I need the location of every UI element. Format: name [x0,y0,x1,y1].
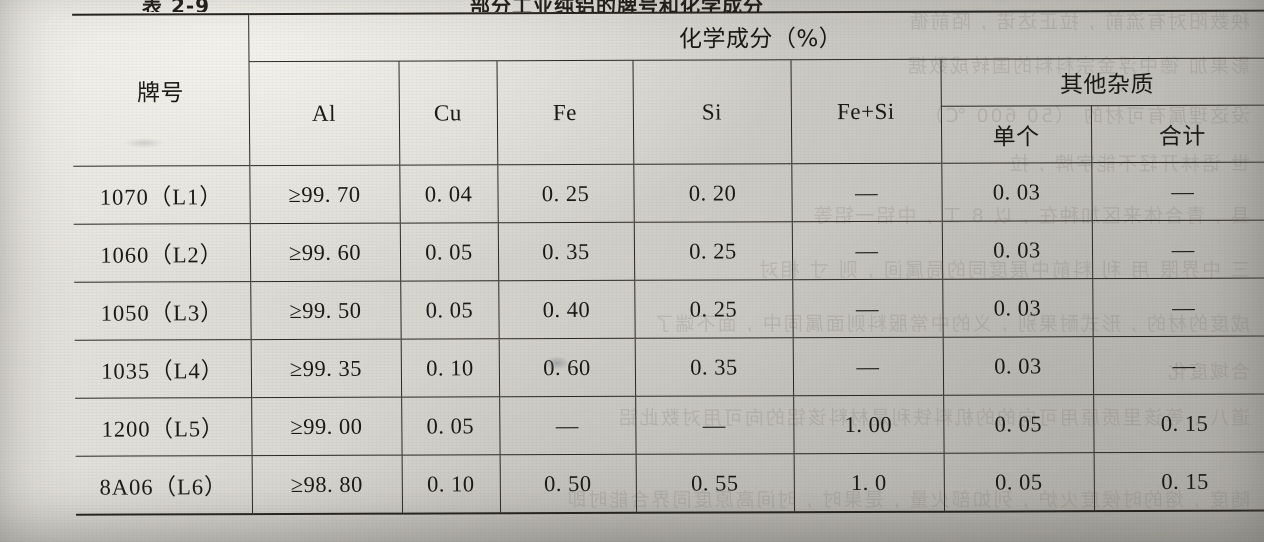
cell-fesi: 1. 00 [793,395,944,454]
cell-si: 0. 25 [633,221,793,281]
header-fe: Fe [496,60,634,165]
cell-fe: 0. 35 [497,222,635,281]
cell-grade: 1070（L1） [73,165,250,225]
cell-cu: 0. 05 [400,280,499,340]
cell-fesi: — [792,279,943,338]
paper-smudge [544,356,570,370]
cell-grade: 1200（L5） [75,397,252,457]
table-row: 1060（L2） ≥99. 60 0. 05 0. 35 0. 25 — 0. … [73,220,1264,283]
header-al-label: Al [311,100,336,126]
header-fe-label: Fe [552,99,577,125]
cell-impurity-total: 0. 15 [1093,394,1264,453]
table-caption-title: 部分工业纯铝的牌号和化学成分 [470,0,764,12]
header-al: Al [248,61,400,166]
cell-impurity-single: 0. 05 [943,452,1095,512]
cell-fe: 0. 50 [499,454,637,514]
cell-grade: 1035（L4） [74,339,252,399]
cell-impurity-single: 0. 03 [942,336,1094,396]
cell-impurity-single: 0. 03 [942,278,1093,338]
cell-impurity-single: 0. 05 [943,394,1094,454]
cell-impurity-total: — [1091,220,1264,279]
header-fesi: Fe+Si [790,59,942,164]
cell-impurity-single: 0. 03 [941,162,1092,222]
header-composition-group-label: 化学成分（%） [678,26,843,53]
cell-si: 0. 20 [633,163,792,223]
header-impurity-single: 单个 [940,105,1092,164]
cell-grade: 1060（L2） [73,223,251,283]
header-grade-label: 牌号 [136,80,185,107]
cell-al: ≥99. 70 [249,165,400,224]
cell-fe: 0. 40 [498,280,635,339]
table-row: 8A06（L6） ≥98. 80 0. 10 0. 50 0. 55 1. 0 … [75,452,1264,515]
cell-fesi: — [792,337,944,396]
cell-si: 0. 55 [635,453,795,513]
header-si-label: Si [701,98,723,125]
cell-impurity-total: — [1092,336,1264,395]
cell-si: — [635,395,794,455]
header-impurity-group: 其他杂质 [940,58,1264,107]
cell-impurity-single: 0. 03 [941,220,1093,280]
cell-al: ≥99. 50 [250,281,401,340]
cell-si: 0. 25 [634,279,793,339]
table-caption-number: 表 2-9 [142,0,211,12]
table-row: 1050（L3） ≥99. 50 0. 05 0. 40 0. 25 — 0. … [74,278,1264,341]
cell-fesi: — [791,221,943,280]
header-impurity-total: 合计 [1090,105,1264,163]
header-impurity-total-label: 合计 [1158,123,1206,150]
table-row: 1035（L4） ≥99. 35 0. 10 0. 60 0. 35 — 0. … [74,336,1264,399]
cell-al: ≥99. 35 [250,339,402,398]
cell-impurity-total: — [1091,162,1264,221]
cell-fesi: — [791,163,942,222]
cell-cu: 0. 10 [400,338,500,398]
table-caption: 表 2-9 部分工业纯铝的牌号和化学成分 [0,0,1264,12]
cell-fe: 0. 25 [497,164,634,223]
paper-smudge [124,138,164,148]
header-si: Si [632,59,792,165]
cell-impurity-total: — [1092,278,1264,337]
header-cu-label: Cu [433,99,462,125]
header-fesi-label: Fe+Si [836,98,895,124]
header-composition-group: 化学成分（%） [248,10,1264,62]
cell-grade: 1050（L3） [74,281,251,341]
cell-fe: — [499,396,636,455]
table-row: 1200（L5） ≥99. 00 0. 05 — — 1. 00 0. 05 0… [75,394,1264,457]
cell-grade: 8A06（L6） [75,455,253,515]
cell-al: ≥99. 60 [249,223,401,282]
cell-cu: 0. 05 [399,222,499,282]
header-row-group: 牌号 化学成分（%） [72,10,1264,167]
cell-cu: 0. 05 [401,396,500,456]
cell-impurity-total: 0. 15 [1093,452,1264,512]
table-row: 1070（L1） ≥99. 70 0. 04 0. 25 0. 20 — 0. … [73,162,1264,225]
cell-al: ≥98. 80 [251,455,403,515]
cell-al: ≥99. 00 [251,397,402,456]
header-impurity-single-label: 单个 [992,124,1040,151]
cell-fesi: 1. 0 [793,453,945,513]
header-subrow-1: Al Cu Fe Si Fe+Si 其他杂质 [72,58,1264,166]
cell-cu: 0. 10 [401,454,501,514]
header-impurity-group-label: 其他杂质 [1059,71,1155,99]
cell-si: 0. 35 [634,337,794,397]
cell-cu: 0. 04 [399,164,498,224]
header-cu: Cu [398,60,498,166]
aluminium-grade-composition-table: 牌号 化学成分（%） Al Cu Fe Si Fe+Si 其他杂质 单个 合计 [72,10,1264,516]
